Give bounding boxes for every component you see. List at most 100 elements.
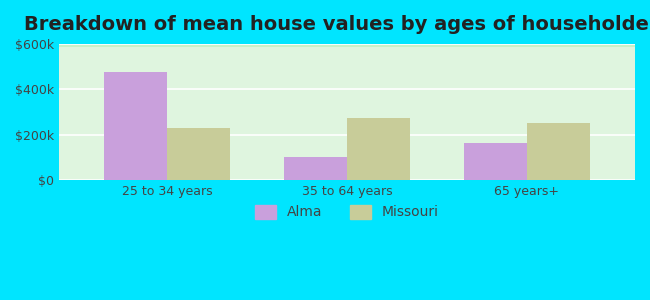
Bar bbox=[59, 45, 635, 46]
Bar bbox=[59, 45, 635, 46]
Bar bbox=[59, 44, 635, 45]
Bar bbox=[59, 45, 635, 46]
Bar bbox=[59, 45, 635, 46]
Bar bbox=[59, 44, 635, 46]
Bar bbox=[59, 45, 635, 46]
Bar bbox=[59, 45, 635, 46]
Bar bbox=[59, 44, 635, 45]
Bar bbox=[59, 44, 635, 45]
Bar bbox=[59, 45, 635, 46]
Bar bbox=[59, 44, 635, 46]
Bar bbox=[59, 44, 635, 46]
Bar bbox=[167, 128, 230, 180]
Bar bbox=[59, 44, 635, 45]
Bar bbox=[59, 44, 635, 46]
Bar bbox=[59, 44, 635, 46]
Bar bbox=[59, 45, 635, 46]
Bar bbox=[59, 44, 635, 45]
Bar bbox=[59, 44, 635, 46]
Bar bbox=[59, 44, 635, 45]
Bar bbox=[59, 45, 635, 46]
Bar bbox=[59, 45, 635, 46]
Bar bbox=[59, 45, 635, 46]
Bar bbox=[59, 45, 635, 46]
Bar bbox=[59, 44, 635, 45]
Bar bbox=[59, 45, 635, 46]
Bar bbox=[59, 45, 635, 46]
Bar bbox=[59, 44, 635, 46]
Bar bbox=[59, 44, 635, 46]
Bar bbox=[59, 44, 635, 46]
Bar bbox=[59, 45, 635, 46]
Bar bbox=[59, 44, 635, 46]
Bar bbox=[59, 45, 635, 46]
Bar bbox=[59, 45, 635, 46]
Bar bbox=[59, 44, 635, 46]
Bar bbox=[59, 45, 635, 46]
Bar bbox=[59, 44, 635, 46]
Bar bbox=[59, 44, 635, 45]
Bar bbox=[59, 45, 635, 46]
Bar bbox=[59, 44, 635, 46]
Bar bbox=[59, 44, 635, 46]
Bar bbox=[59, 44, 635, 46]
Bar bbox=[59, 45, 635, 46]
Bar bbox=[59, 45, 635, 46]
Bar bbox=[59, 44, 635, 46]
Bar bbox=[59, 45, 635, 46]
Bar bbox=[527, 123, 590, 180]
Bar bbox=[59, 45, 635, 46]
Title: Breakdown of mean house values by ages of householders: Breakdown of mean house values by ages o… bbox=[24, 15, 650, 34]
Legend: Alma, Missouri: Alma, Missouri bbox=[250, 199, 445, 225]
Bar bbox=[59, 44, 635, 45]
Bar bbox=[59, 45, 635, 46]
Bar bbox=[59, 45, 635, 46]
Bar bbox=[59, 44, 635, 46]
Bar bbox=[59, 45, 635, 46]
Bar bbox=[59, 45, 635, 46]
Bar bbox=[104, 72, 167, 180]
Bar bbox=[59, 45, 635, 46]
Bar bbox=[59, 44, 635, 45]
Bar bbox=[59, 44, 635, 45]
Bar bbox=[59, 45, 635, 46]
Bar bbox=[59, 45, 635, 46]
Bar bbox=[59, 45, 635, 46]
Bar bbox=[59, 45, 635, 46]
Bar bbox=[59, 44, 635, 46]
Bar bbox=[59, 45, 635, 46]
Bar bbox=[59, 45, 635, 46]
Bar bbox=[284, 158, 347, 180]
Bar bbox=[59, 44, 635, 46]
Bar bbox=[59, 44, 635, 45]
Bar bbox=[59, 45, 635, 46]
Bar bbox=[59, 44, 635, 45]
Bar bbox=[59, 45, 635, 46]
Bar bbox=[59, 44, 635, 46]
Bar bbox=[59, 45, 635, 46]
Bar bbox=[59, 44, 635, 46]
Bar bbox=[59, 45, 635, 46]
Bar bbox=[59, 45, 635, 46]
Bar bbox=[59, 45, 635, 46]
Bar bbox=[59, 45, 635, 46]
Bar bbox=[59, 44, 635, 46]
Bar bbox=[59, 44, 635, 45]
Bar bbox=[59, 45, 635, 46]
Bar bbox=[59, 44, 635, 46]
Bar bbox=[59, 44, 635, 46]
Bar bbox=[59, 45, 635, 46]
Bar bbox=[59, 45, 635, 46]
Bar bbox=[59, 45, 635, 46]
Bar bbox=[59, 44, 635, 46]
Bar bbox=[59, 44, 635, 46]
Bar bbox=[347, 118, 410, 180]
Bar bbox=[59, 45, 635, 46]
Bar bbox=[59, 44, 635, 46]
Bar bbox=[59, 45, 635, 46]
Bar bbox=[59, 44, 635, 46]
Bar bbox=[59, 45, 635, 46]
Bar bbox=[59, 45, 635, 46]
Bar bbox=[59, 44, 635, 46]
Bar bbox=[59, 44, 635, 46]
